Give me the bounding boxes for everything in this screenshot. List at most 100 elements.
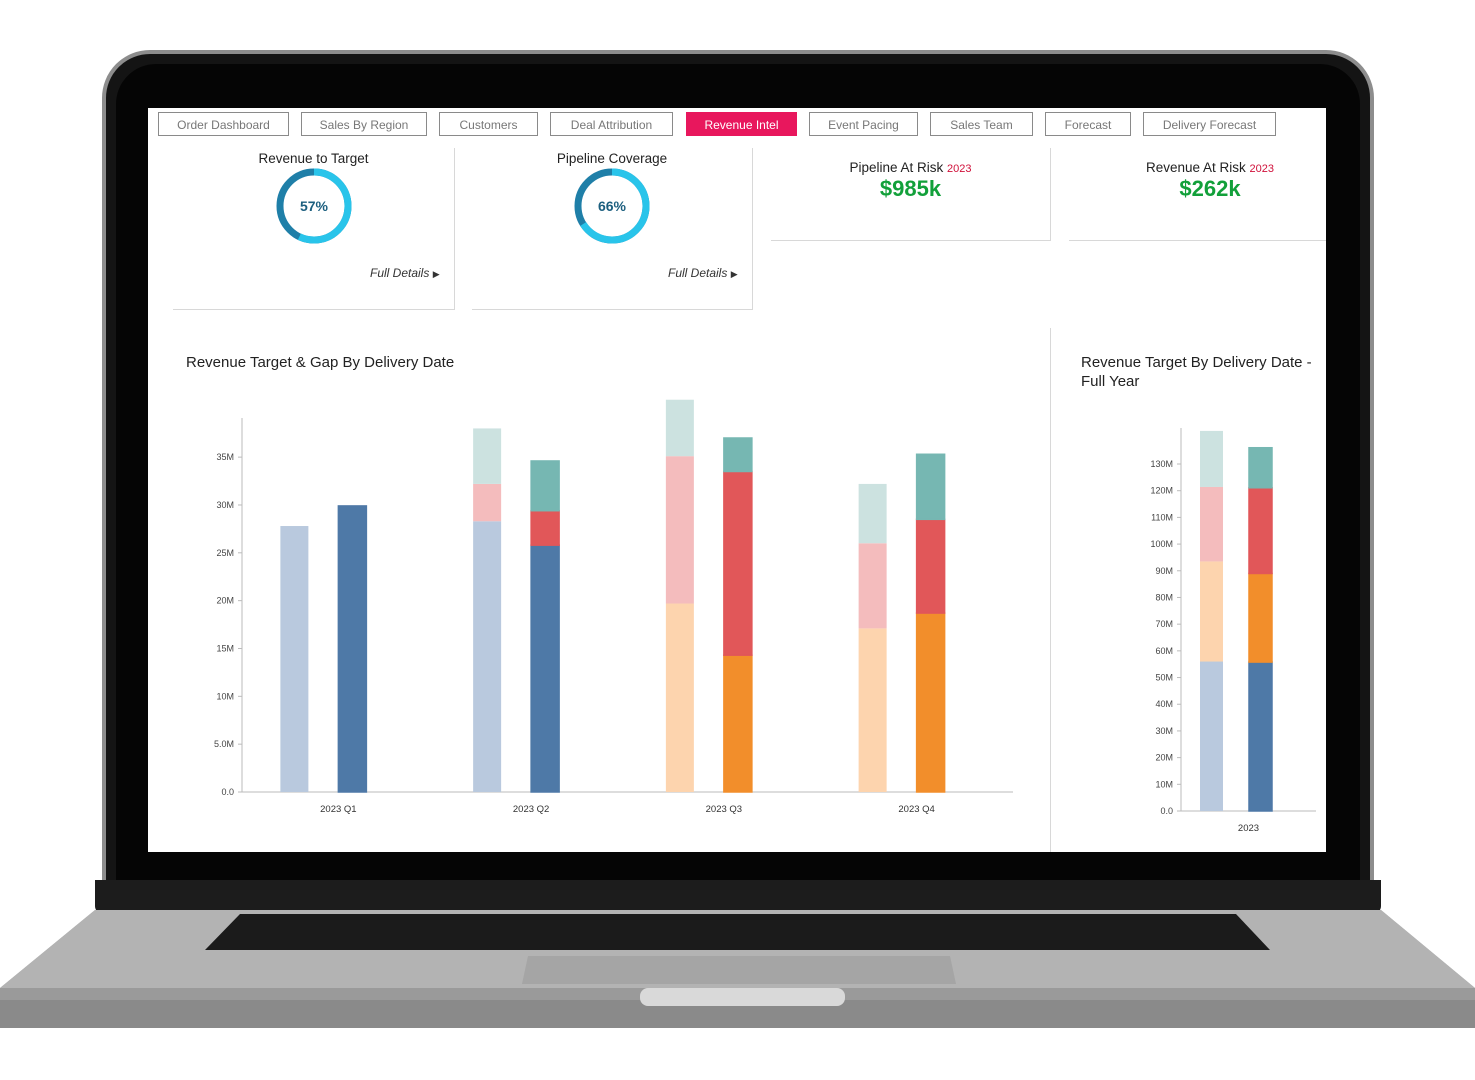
pipeline-at-risk-label: Pipeline At Risk [849, 160, 944, 175]
tab-delivery-forecast[interactable]: Delivery Forecast [1143, 112, 1276, 136]
fy-chart-y-tick-label: 110M [1151, 512, 1173, 522]
keyboard [205, 914, 1270, 950]
tab-deal-attribution[interactable]: Deal Attribution [550, 112, 673, 136]
tab-revenue-intel[interactable]: Revenue Intel [686, 112, 797, 136]
lid-notch [640, 988, 845, 1006]
panel-divider [1050, 328, 1051, 852]
pipeline-at-risk-title: Pipeline At Risk 2023 [771, 160, 1050, 175]
fy-chart-bar-light-blue_light[interactable] [1200, 661, 1223, 811]
fy-chart-bar-dark-orange_dark[interactable] [1248, 572, 1273, 663]
main-chart-y-tick-label: 0.0 [221, 787, 234, 797]
fy-chart-y-tick-label: 60M [1155, 646, 1173, 656]
details-label: Full Details [668, 266, 728, 280]
main-chart-y-tick-label: 25M [216, 548, 234, 558]
main-chart-y-tick-label: 30M [216, 500, 234, 510]
fy-chart-y-tick-label: 80M [1155, 592, 1173, 602]
main-chart-bar-dark-red_dark[interactable] [915, 518, 946, 614]
tab-forecast[interactable]: Forecast [1045, 112, 1131, 136]
caret-right-icon: ▶ [432, 269, 440, 279]
main-chart-y-tick-label: 35M [216, 452, 234, 462]
revenue-to-target-gauge: 57% [276, 168, 352, 244]
revenue-to-target-details-link[interactable]: Full Details ▶ [370, 266, 440, 280]
pipeline-coverage-details-link[interactable]: Full Details ▶ [668, 266, 738, 280]
tab-sales-by-region[interactable]: Sales By Region [301, 112, 427, 136]
tab-customers[interactable]: Customers [439, 112, 538, 136]
main-chart-bar-dark-teal_dark[interactable] [915, 453, 946, 521]
main-chart-y-tick-label: 10M [216, 691, 234, 701]
tab-sales-team[interactable]: Sales Team [930, 112, 1033, 136]
revenue-at-risk-value: $262k [1179, 176, 1241, 201]
tab-event-pacing[interactable]: Event Pacing [809, 112, 918, 136]
details-label: Full Details [370, 266, 430, 280]
pipeline-coverage-gauge: 66% [574, 168, 650, 244]
trackpad [522, 956, 956, 984]
fy-chart-x-tick-label: 2023 [1238, 823, 1259, 834]
fy-chart-y-tick-label: 10M [1155, 779, 1173, 789]
laptop-base [0, 910, 1475, 1028]
pipeline-at-risk-value: $985k [879, 176, 942, 201]
fy-chart-y-tick-label: 70M [1155, 619, 1173, 629]
fy-chart-bar-dark-red_dark[interactable] [1248, 487, 1273, 575]
fy-chart-bar-dark-teal_dark[interactable] [1248, 446, 1273, 489]
revenue-target-gap-chart: 0.0 5.0M 10M 15M 20M 25M 30M 35M 2023 Q1 2023 Q2 2… [214, 399, 1013, 815]
fy-chart-bar-light-orange_light[interactable] [1200, 561, 1223, 662]
fy-chart-y-tick-label: 100M [1150, 539, 1173, 549]
pipeline-at-risk-year: 2023 [947, 163, 972, 175]
gauge-arc [276, 168, 352, 244]
main-chart-bar-dark-orange_dark[interactable] [915, 612, 946, 793]
main-chart-bar-light-blue_light[interactable] [473, 521, 502, 792]
main-chart-bar-dark-teal_dark[interactable] [530, 460, 560, 512]
main-chart-bar-light-teal_light[interactable] [858, 483, 887, 544]
fy-chart-y-tick-label: 90M [1155, 566, 1173, 576]
main-chart-bar-light-red_light[interactable] [665, 456, 694, 604]
fy-chart-bar-light-red_light[interactable] [1200, 486, 1223, 562]
pipeline-coverage-title: Pipeline Coverage [556, 151, 668, 166]
main-chart-bar-light-orange_light[interactable] [665, 603, 694, 792]
main-chart-bar-light-orange_light[interactable] [858, 628, 887, 792]
main-chart-x-tick-label: 2023 Q4 [898, 804, 934, 815]
fy-chart-y-tick-label: 30M [1155, 726, 1173, 736]
main-chart-bar-light-red_light[interactable] [858, 543, 887, 629]
revenue-target-fullyear-chart: 0.0 10M 20M 30M 40M 50M 60M 70M 80M 90M 100M 110M 12… [1150, 428, 1316, 834]
main-chart-bar-dark-red_dark[interactable] [723, 470, 753, 656]
fy-chart-y-tick-label: 130M [1150, 459, 1173, 469]
main-chart-bar-dark-orange_dark[interactable] [723, 654, 753, 793]
fy-chart-bar-light-teal_light[interactable] [1200, 430, 1223, 487]
main-chart-y-tick-label: 5.0M [214, 739, 234, 749]
main-chart-title: Revenue Target & Gap By Delivery Date [186, 354, 455, 371]
main-chart-bar-dark-blue_dark[interactable] [530, 544, 560, 793]
main-chart-x-tick-label: 2023 Q2 [513, 804, 549, 815]
main-chart-bar-dark-teal_dark[interactable] [723, 437, 753, 473]
main-chart-bar-light-teal_light[interactable] [473, 428, 502, 484]
fy-chart-y-tick-label: 50M [1155, 673, 1173, 683]
laptop-hinge [95, 880, 1381, 914]
main-chart-x-tick-label: 2023 Q1 [320, 804, 356, 815]
main-chart-bar-light-blue_light[interactable] [280, 526, 309, 792]
dashboard-screen: Order Dashboard Sales By Region Customer… [148, 108, 1326, 852]
main-chart-bar-dark-red_dark[interactable] [530, 509, 560, 546]
gauge-value: 66% [598, 198, 627, 214]
main-chart-bar-light-red_light[interactable] [473, 483, 502, 522]
revenue-at-risk-card: Revenue At Risk 2023 $262k [1069, 148, 1326, 241]
main-chart-bar-light-teal_light[interactable] [665, 399, 694, 457]
caret-right-icon: ▶ [730, 269, 738, 279]
main-chart-y-tick-label: 20M [216, 596, 234, 606]
tab-order-dashboard[interactable]: Order Dashboard [158, 112, 289, 136]
fullyear-chart-title: Revenue Target By Delivery Date - Full Y… [1081, 354, 1312, 390]
revenue-to-target-card: Revenue to Target 57% Full Details ▶ [173, 148, 455, 310]
fy-chart-y-tick-label: 0.0 [1160, 806, 1173, 816]
main-chart-y-tick-label: 15M [216, 643, 234, 653]
fy-chart-y-tick-label: 40M [1155, 699, 1173, 709]
revenue-at-risk-title: Revenue At Risk 2023 [1081, 160, 1326, 175]
revenue-at-risk-year: 2023 [1249, 163, 1275, 175]
main-chart-x-tick-label: 2023 Q3 [706, 804, 742, 815]
gauge-value: 57% [300, 198, 329, 214]
revenue-at-risk-label: Revenue At Risk [1145, 160, 1246, 175]
main-chart-bar-dark-blue_dark[interactable] [337, 505, 368, 793]
fy-chart-y-tick-label: 120M [1150, 486, 1173, 496]
tab-bar: Order Dashboard Sales By Region Customer… [158, 112, 1318, 138]
gauge-arc [574, 168, 650, 244]
pipeline-at-risk-card: Pipeline At Risk 2023 $985k [771, 148, 1051, 241]
fy-chart-bar-dark-blue_dark[interactable] [1248, 661, 1273, 812]
pipeline-coverage-card: Pipeline Coverage 66% Full Details ▶ [472, 148, 753, 310]
